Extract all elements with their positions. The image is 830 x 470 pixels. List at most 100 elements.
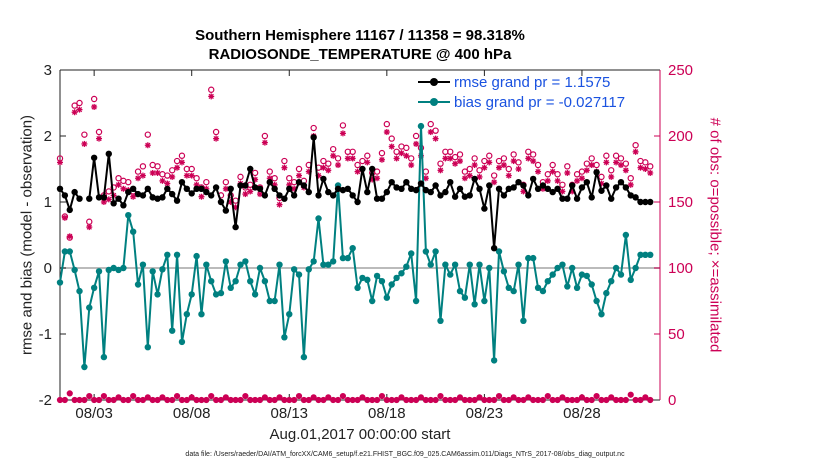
bias-point: [422, 248, 430, 255]
possible-point: [476, 167, 483, 174]
assimilated-point: [213, 135, 220, 142]
bias-point: [271, 297, 278, 305]
possible-point: [510, 151, 517, 158]
bias-point: [471, 301, 478, 308]
possible-point: [559, 181, 566, 188]
possible-point: [500, 155, 508, 162]
rmse-point: [573, 195, 581, 202]
assimilated-point: [183, 172, 190, 179]
bias-point: [139, 261, 147, 268]
y-left-tick-label: 0: [44, 260, 52, 277]
bias-point: [232, 278, 239, 285]
possible-low-point: [627, 391, 634, 398]
assimilated-point: [447, 155, 454, 162]
possible-point: [608, 167, 615, 174]
bias-point: [315, 215, 322, 222]
possible-low-point: [222, 394, 229, 401]
rmse-point: [100, 194, 108, 201]
possible-point: [525, 148, 532, 155]
rmse-point: [247, 165, 254, 173]
assimilated-point: [393, 155, 400, 162]
possible-point: [339, 122, 347, 129]
legend-swatch-rmse: [418, 78, 450, 86]
assimilated-point: [622, 167, 629, 174]
chart-title: Southern Hemisphere 11167 / 11358 = 98.3…: [195, 27, 525, 44]
rmse-point: [310, 134, 317, 141]
y-right-tick-label: 200: [668, 128, 693, 145]
possible-low-point: [159, 394, 166, 401]
rmse-point: [266, 179, 273, 186]
bias-point: [632, 264, 639, 272]
bias-point: [320, 261, 327, 268]
bias-point: [554, 264, 561, 272]
possible-point: [447, 148, 454, 155]
possible-low-point: [139, 396, 147, 404]
rmse-point: [490, 245, 498, 252]
possible-point: [617, 155, 625, 162]
bias-point: [544, 278, 552, 285]
rmse-point: [588, 194, 595, 201]
x-tick-label: 08/28: [563, 405, 601, 422]
possible-low-point: [578, 394, 586, 401]
rmse-point: [568, 182, 576, 189]
possible-low-point: [242, 392, 249, 400]
assimilated-point: [510, 158, 517, 165]
assimilated-point: [86, 224, 93, 231]
assimilated-point: [505, 172, 512, 179]
bias-point: [276, 261, 283, 268]
assimilated-point: [164, 180, 171, 187]
possible-point: [564, 163, 571, 170]
bias-point: [149, 268, 156, 275]
possible-point: [544, 171, 552, 178]
rmse-point: [168, 190, 176, 198]
possible-point: [495, 157, 503, 165]
bias-point: [251, 291, 259, 298]
possible-low-point: [271, 396, 278, 404]
rmse-point: [139, 192, 147, 199]
possible-point: [408, 155, 415, 162]
rmse-point: [510, 184, 517, 191]
bias-point: [578, 271, 586, 278]
possible-low-point: [86, 392, 93, 400]
bias-point: [159, 266, 166, 273]
rmse-point: [564, 195, 571, 202]
bias-point: [451, 261, 459, 268]
possible-point: [466, 165, 473, 173]
possible-low-point: [276, 394, 283, 401]
bias-point: [208, 278, 215, 285]
bias-point: [427, 261, 434, 268]
rmse-point: [295, 179, 303, 186]
assimilated-point: [627, 181, 634, 188]
rmse-point: [325, 188, 332, 196]
legend-item-bias: bias grand pr = -0.027117: [418, 92, 658, 112]
rmse-point: [549, 188, 556, 196]
rmse-point: [481, 205, 488, 212]
possible-low-point: [393, 396, 400, 404]
possible-low-point: [110, 396, 117, 404]
assimilated-point: [559, 188, 566, 195]
bias-point: [637, 251, 644, 258]
assimilated-point: [564, 169, 571, 176]
possible-point: [115, 174, 122, 182]
assimilated-point: [452, 160, 459, 167]
rmse-point: [237, 182, 244, 189]
assimilated-point: [608, 173, 615, 180]
assimilated-point: [242, 191, 249, 198]
rmse-point: [198, 185, 205, 192]
possible-point: [529, 151, 537, 158]
bias-point: [608, 278, 615, 285]
possible-low-point: [173, 392, 181, 400]
assimilated-point: [76, 106, 83, 113]
rmse-point: [603, 182, 610, 189]
possible-low-point: [603, 396, 610, 404]
possible-low-point: [608, 394, 615, 401]
possible-low-point: [476, 394, 483, 401]
rmse-point: [290, 192, 298, 199]
rmse-point: [320, 175, 327, 183]
assimilated-point: [57, 159, 63, 166]
possible-low-point: [359, 394, 366, 401]
possible-low-point: [354, 396, 361, 404]
assimilated-point: [603, 159, 610, 166]
rmse-point: [183, 185, 191, 192]
rmse-point: [417, 180, 425, 187]
